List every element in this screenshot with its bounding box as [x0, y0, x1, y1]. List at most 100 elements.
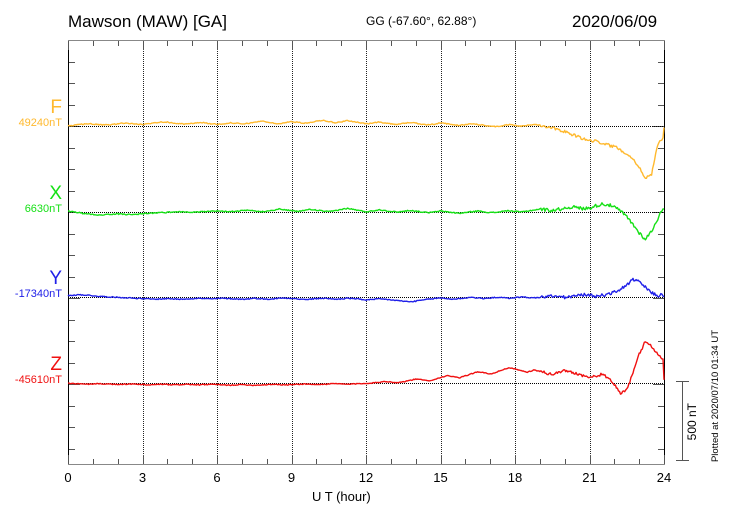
component-value-f: 49240nT: [18, 117, 62, 129]
tick-bottom-18: [515, 455, 516, 464]
tick-bottom-15: [440, 455, 442, 464]
tick-right-9: [658, 320, 664, 321]
tick-top-6: [217, 41, 218, 50]
tick-left-7: [69, 277, 75, 278]
tick-right-10: [658, 341, 664, 342]
tick-bottom-6: [217, 455, 218, 464]
tick-top-3: [142, 41, 144, 50]
tick-top-22: [614, 41, 616, 46]
x-axis-title: U T (hour): [312, 489, 371, 504]
tick-left--3: [69, 62, 75, 63]
baseline-f: [68, 126, 665, 127]
tick-right-13: [658, 406, 664, 407]
tick-right-15: [658, 449, 664, 450]
tick-top-24: [664, 41, 665, 50]
tick-bottom-24: [664, 455, 665, 464]
component-label-f: F 49240nT: [19, 98, 62, 129]
x-tick-label-15: 15: [433, 470, 448, 485]
tick-right-6: [658, 255, 664, 256]
component-label-z: Z -45610nT: [15, 355, 62, 386]
tick-left-8: [69, 298, 80, 299]
tick-right-7: [658, 277, 664, 278]
station-title: Mawson (MAW) [GA]: [68, 12, 227, 31]
gridline-hour-6: [217, 41, 218, 464]
tick-right--1: [658, 105, 664, 106]
tick-left-1: [69, 148, 75, 149]
component-value-x: 6630nT: [24, 203, 62, 215]
tick-top-17: [490, 41, 492, 46]
tick-right-11: [658, 363, 664, 364]
scale-bar-bottom-cap: [676, 460, 689, 461]
gridline-hour-15: [440, 41, 442, 464]
x-tick-label-9: 9: [287, 470, 296, 485]
tick-top-2: [117, 41, 119, 46]
tick-top-5: [192, 41, 194, 46]
tick-bottom-2: [117, 459, 119, 464]
plot-timestamp: Plotted at 2020/07/10 01:34 UT: [710, 330, 721, 463]
tick-top-15: [440, 41, 442, 50]
tick-left-9: [69, 320, 75, 321]
tick-top-11: [341, 41, 343, 46]
component-letter-f: F: [50, 97, 62, 118]
tick-top-9: [291, 41, 293, 50]
tick-top-8: [266, 41, 268, 46]
tick-top-4: [167, 41, 169, 46]
tick-bottom-14: [415, 459, 417, 464]
component-letter-y: Y: [49, 268, 62, 289]
tick-left-2: [69, 169, 75, 170]
tick-right-2: [658, 169, 664, 170]
trace-lines: [67, 119, 665, 395]
tick-bottom-19: [539, 459, 541, 464]
component-label-x: X 6630nT: [25, 184, 62, 215]
baseline-y: [68, 297, 665, 298]
x-tick-label-12: 12: [358, 470, 374, 485]
tick-top-23: [639, 41, 641, 46]
gridline-hour-9: [291, 41, 293, 464]
tick-left-14: [69, 427, 75, 428]
tick-bottom-16: [465, 459, 467, 464]
tick-left-15: [69, 449, 75, 450]
tick-bottom-11: [341, 459, 343, 464]
tick-bottom-17: [490, 459, 492, 464]
tick-left-13: [69, 406, 75, 407]
tick-bottom-9: [291, 455, 293, 464]
tick-top-20: [564, 41, 566, 46]
tick-bottom-5: [192, 459, 194, 464]
tick-top-21: [589, 41, 591, 50]
tick-left--2: [69, 83, 75, 84]
tick-bottom-23: [639, 459, 641, 464]
tick-bottom-1: [92, 459, 94, 464]
tick-top-16: [465, 41, 467, 46]
tick-right-5: [658, 234, 664, 235]
axis-line-top: [68, 40, 665, 41]
x-tick-label-0: 0: [64, 470, 72, 485]
x-tick-label-21: 21: [582, 470, 597, 485]
trace-f: [67, 119, 665, 180]
scale-bar-stem: [682, 381, 683, 461]
x-tick-label-24: 24: [656, 470, 672, 485]
tick-right-14: [658, 427, 664, 428]
tick-right-12: [653, 384, 664, 385]
trace-x: [68, 202, 665, 241]
tick-top-12: [366, 41, 367, 50]
tick-top-1: [92, 41, 94, 46]
component-label-y: Y -17340nT: [15, 269, 62, 300]
tick-top-0: [68, 41, 69, 50]
tick-left-10: [69, 341, 75, 342]
tick-bottom-12: [366, 455, 367, 464]
gridline-hour-3: [142, 41, 144, 464]
tick-left-5: [69, 234, 75, 235]
plot-area: [67, 40, 665, 465]
geographic-coordinates: GG (-67.60°, 62.88°): [366, 14, 477, 28]
x-tick-label-18: 18: [507, 470, 523, 485]
date-label: 2020/06/09: [572, 12, 658, 31]
tick-top-18: [515, 41, 516, 50]
tick-top-10: [316, 41, 318, 46]
x-tick-label-3: 3: [138, 470, 147, 485]
tick-bottom-3: [142, 455, 144, 464]
component-value-y: -17340nT: [14, 288, 62, 300]
tick-top-13: [390, 41, 392, 46]
tick-left--1: [69, 105, 75, 106]
component-letter-z: Z: [50, 354, 62, 375]
